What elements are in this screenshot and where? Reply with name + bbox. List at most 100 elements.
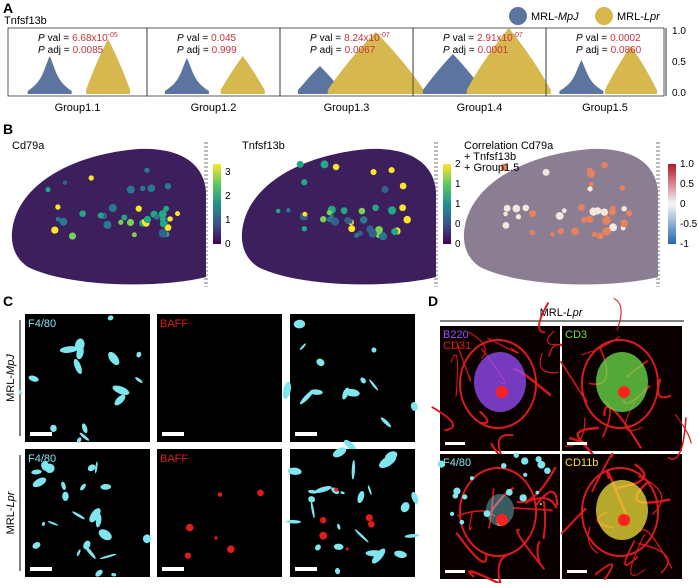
- stain-blob: [459, 519, 465, 525]
- spot: [158, 228, 167, 237]
- vessel: [667, 417, 687, 460]
- follicle-outline: [459, 339, 537, 429]
- spot: [529, 210, 537, 218]
- stain-label: F4/80: [28, 453, 56, 465]
- violin: [27, 56, 72, 94]
- spot: [55, 204, 61, 210]
- stat-symbol: P: [38, 45, 45, 56]
- spot: [561, 208, 567, 214]
- arteriole: [618, 386, 630, 398]
- spot: [591, 231, 598, 237]
- stain-blob: [99, 553, 117, 559]
- stain-blob: [410, 402, 418, 411]
- vessel: [487, 486, 515, 517]
- scale-bar: [162, 432, 184, 436]
- stat-value: 0.0001: [478, 45, 509, 56]
- spot: [581, 216, 588, 223]
- legend-entry: MRL-Lpr: [617, 11, 661, 23]
- spot: [143, 215, 152, 224]
- stain-blob: [505, 488, 513, 496]
- group-label: Group1.1: [55, 102, 101, 114]
- vessel: [516, 466, 557, 504]
- spot: [348, 225, 356, 233]
- vessel: [516, 528, 546, 570]
- spot: [372, 204, 379, 212]
- stain-blob: [72, 511, 85, 520]
- spot: [68, 232, 77, 240]
- scale-bar: [162, 567, 184, 571]
- spot: [144, 167, 150, 173]
- spot: [62, 180, 68, 185]
- stain-blob: [319, 517, 327, 524]
- stat-label: adj =: [48, 45, 70, 56]
- spot: [609, 223, 618, 232]
- vessel: [657, 378, 672, 399]
- stain-blob: [114, 394, 126, 406]
- stain-blob: [334, 567, 341, 575]
- spot: [587, 186, 593, 192]
- row-label-strain: Lpr: [5, 490, 17, 507]
- spot: [126, 185, 135, 194]
- stat-label: val =: [320, 33, 342, 44]
- stain-blob: [332, 447, 347, 458]
- violin: [604, 46, 657, 94]
- stain-blob: [286, 519, 301, 524]
- stain-blob: [316, 358, 325, 367]
- stain-blob: [47, 520, 59, 526]
- spot: [587, 167, 593, 174]
- panel-label: C: [3, 293, 13, 309]
- stat-value: 0.045: [211, 33, 236, 44]
- spot: [103, 220, 112, 229]
- axis-tick-label: 0.0: [672, 88, 686, 99]
- spot: [571, 227, 579, 236]
- spot: [620, 219, 628, 228]
- stain-blob: [31, 469, 42, 475]
- map-title: Correlation Cd79a: [464, 140, 554, 152]
- scale-bar: [567, 570, 587, 573]
- spot: [286, 208, 291, 213]
- spot: [55, 216, 61, 222]
- spot: [131, 232, 137, 238]
- stain-blob: [308, 489, 318, 494]
- spot: [330, 217, 340, 226]
- stat-label: val =: [586, 33, 608, 44]
- spot: [158, 210, 167, 219]
- stain-blob: [214, 536, 218, 540]
- stain-blob: [81, 423, 88, 434]
- arteriole: [496, 514, 508, 526]
- spot: [344, 216, 351, 224]
- spot: [529, 229, 536, 236]
- spot: [320, 216, 327, 223]
- spot: [296, 160, 304, 168]
- spot: [147, 184, 156, 193]
- colorbar-tick-label: 2: [225, 191, 231, 202]
- stain-blob: [185, 523, 194, 532]
- vessel: [587, 526, 599, 554]
- spot: [550, 232, 555, 237]
- vessel: [468, 331, 486, 360]
- spot: [600, 208, 609, 216]
- spot: [164, 182, 172, 190]
- scale-bar: [295, 432, 317, 436]
- vessel: [538, 302, 550, 334]
- colorbar-tick-label: 0: [455, 239, 461, 250]
- spot: [154, 214, 160, 220]
- stain-blob: [79, 432, 90, 441]
- spot: [378, 232, 388, 241]
- stain-blob: [337, 523, 341, 530]
- row-label-prefix: MRL-: [5, 375, 17, 402]
- spot: [159, 220, 167, 228]
- stain-label: BAFF: [160, 453, 188, 465]
- spot: [602, 217, 610, 225]
- spot: [108, 203, 117, 213]
- stat-exponent: -07: [513, 32, 523, 39]
- spot: [621, 205, 627, 212]
- stain-blob: [299, 343, 307, 351]
- spot: [503, 204, 511, 212]
- spot: [399, 204, 407, 212]
- stain-blob: [539, 503, 542, 506]
- stain-blob: [94, 461, 98, 474]
- stain-blob: [334, 487, 339, 492]
